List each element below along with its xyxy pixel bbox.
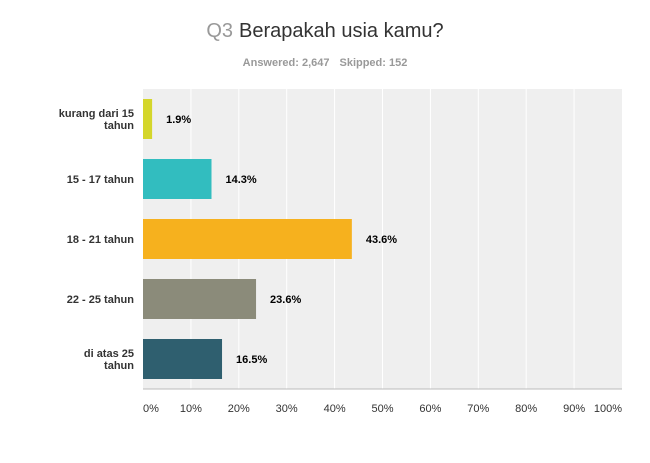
x-tick-label: 40% <box>324 403 346 415</box>
x-tick-label: 100% <box>594 403 622 415</box>
bar-value-label: 43.6% <box>366 234 397 246</box>
x-tick-label: 70% <box>467 403 489 415</box>
category-label-line: 15 - 17 tahun <box>67 174 135 186</box>
question-number: Q3 <box>206 20 234 42</box>
x-tick-label: 60% <box>419 403 441 415</box>
bar <box>143 219 352 259</box>
category-label-line: di atas 25 <box>84 348 134 360</box>
bar-value-label: 1.9% <box>166 114 191 126</box>
category-label-line: 22 - 25 tahun <box>67 294 135 306</box>
category-label-line: kurang dari 15 <box>59 108 134 120</box>
category-label: 18 - 21 tahun <box>67 234 135 246</box>
category-label: 22 - 25 tahun <box>67 294 135 306</box>
bar <box>143 339 223 379</box>
skipped-count: Skipped: 152 <box>339 57 408 69</box>
category-label: di atas 25 tahun <box>84 348 134 372</box>
x-tick-label: 10% <box>180 403 202 415</box>
bar-value-label: 23.6% <box>270 294 301 306</box>
x-tick-label: 50% <box>371 403 393 415</box>
bar <box>143 159 212 199</box>
response-summary: Answered: 2,647 Skipped: 152 <box>0 57 650 69</box>
answered-count: Answered: 2,647 <box>242 57 330 69</box>
x-tick-label: 80% <box>515 403 537 415</box>
bar <box>143 279 257 319</box>
bar-value-label: 14.3% <box>225 174 256 186</box>
category-label: 15 - 17 tahun <box>67 174 135 186</box>
category-label-line: tahun <box>104 360 134 372</box>
bar <box>143 99 153 139</box>
question-text: Berapakah usia kamu? <box>239 20 444 42</box>
x-tick-label: 90% <box>563 403 585 415</box>
category-label: kurang dari 15 tahun <box>59 108 134 132</box>
x-tick-label: 20% <box>228 403 250 415</box>
x-tick-label: 30% <box>276 403 298 415</box>
category-label-line: tahun <box>104 120 134 132</box>
x-tick-label: 0% <box>143 403 159 415</box>
chart-title: Q3 Berapakah usia kamu? <box>0 20 650 43</box>
category-label-line: 18 - 21 tahun <box>67 234 135 246</box>
bar-value-label: 16.5% <box>236 354 267 366</box>
